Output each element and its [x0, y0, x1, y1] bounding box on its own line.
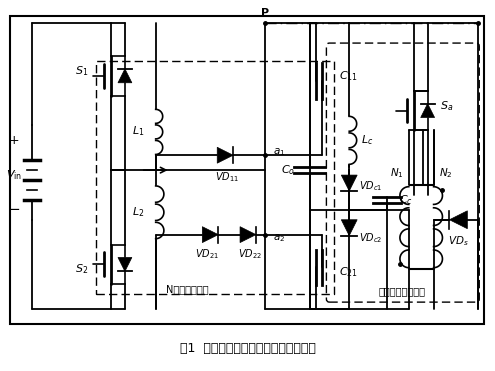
Polygon shape [421, 104, 435, 118]
Text: $N_1$: $N_1$ [390, 166, 404, 180]
Text: 能量有源回馈支路: 能量有源回馈支路 [379, 286, 426, 296]
Text: $S_1$: $S_1$ [75, 64, 88, 78]
Text: $S_a$: $S_a$ [440, 99, 453, 112]
Text: $VD_{21}$: $VD_{21}$ [195, 247, 219, 262]
Text: $C_o$: $C_o$ [281, 163, 295, 177]
Polygon shape [118, 69, 132, 83]
Text: $VD_s$: $VD_s$ [448, 235, 469, 249]
Text: $VD_{c1}$: $VD_{c1}$ [359, 179, 383, 193]
Text: $L_c$: $L_c$ [361, 134, 374, 147]
Text: $a_2$: $a_2$ [273, 232, 285, 243]
Text: $C_c$: $C_c$ [399, 193, 413, 207]
Text: $VD_{11}$: $VD_{11}$ [215, 170, 239, 184]
Text: −: − [7, 202, 20, 217]
Polygon shape [202, 227, 218, 243]
Text: $C_{21}$: $C_{21}$ [339, 265, 358, 279]
Bar [10, 16, 484, 324]
Text: $a_1$: $a_1$ [273, 146, 285, 158]
Polygon shape [217, 147, 233, 163]
Polygon shape [118, 257, 132, 271]
Text: $N_2$: $N_2$ [439, 166, 452, 180]
Polygon shape [449, 211, 467, 229]
Text: $VD_{22}$: $VD_{22}$ [238, 247, 262, 262]
Polygon shape [341, 175, 357, 191]
Text: $C_{11}$: $C_{11}$ [339, 69, 358, 83]
Text: 图1  无源软开关能量有源回馈单元原理: 图1 无源软开关能量有源回馈单元原理 [180, 342, 316, 355]
Text: +: + [8, 134, 19, 147]
Text: $V_{\rm in}$: $V_{\rm in}$ [6, 168, 22, 182]
Polygon shape [240, 227, 256, 243]
Text: P: P [261, 8, 269, 18]
Text: $L_1$: $L_1$ [132, 125, 144, 138]
Polygon shape [341, 220, 357, 236]
Text: N缓冲吸收回路: N缓冲吸收回路 [166, 284, 208, 294]
Text: $VD_{c2}$: $VD_{c2}$ [359, 231, 383, 244]
Text: $S_2$: $S_2$ [75, 262, 88, 276]
Text: $L_2$: $L_2$ [132, 205, 144, 219]
